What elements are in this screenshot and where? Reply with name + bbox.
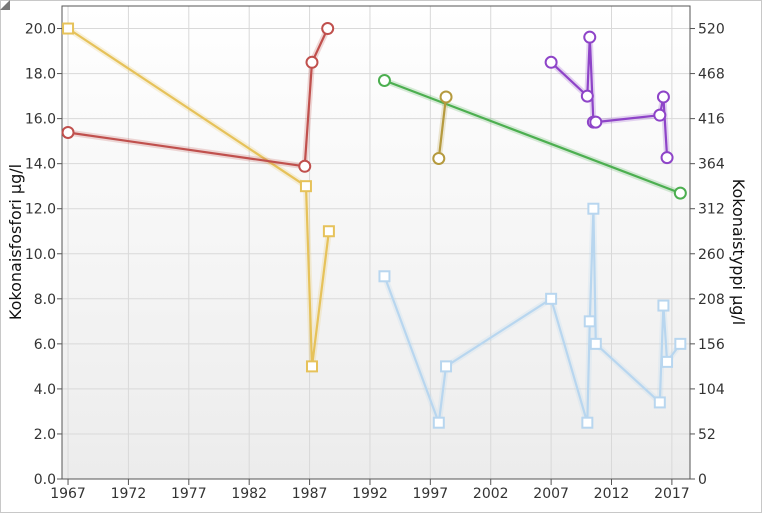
- x-tick-label: 1992: [352, 486, 388, 502]
- y-right-tick-label: 312: [698, 202, 725, 218]
- series-5: [432, 90, 453, 165]
- y-left-tick-label: 12.0: [25, 202, 56, 218]
- y-axis-right-title: Kokonaistyppi µg/l: [729, 179, 748, 325]
- data-point: [305, 360, 318, 373]
- data-point: [321, 22, 335, 36]
- plot-border: [61, 5, 691, 480]
- x-tick-label: 2017: [654, 486, 690, 502]
- resize-grip-icon[interactable]: [0, 0, 10, 10]
- y-right-tick-label: 104: [698, 382, 725, 398]
- y-left-tick-label: 2.0: [34, 427, 56, 443]
- y-left-tick-label: 18.0: [25, 67, 56, 83]
- series: [61, 22, 687, 429]
- data-point: [589, 337, 602, 350]
- data-point: [545, 292, 558, 305]
- x-tick-label: 2002: [473, 486, 509, 502]
- y-right-tick-label: 0: [698, 472, 707, 488]
- data-point: [62, 22, 75, 35]
- data-point: [298, 159, 312, 173]
- data-point: [439, 90, 453, 104]
- series-line: [67, 28, 329, 168]
- plot-area: [62, 6, 690, 479]
- grid: [62, 6, 690, 480]
- series-line: [67, 27, 330, 368]
- x-tick-label: 2012: [594, 486, 630, 502]
- data-point: [61, 125, 75, 139]
- data-point: [432, 416, 445, 429]
- data-point: [587, 202, 600, 215]
- x-tick-label: 1972: [111, 486, 147, 502]
- data-point: [299, 180, 312, 193]
- y-left-tick-label: 16.0: [25, 112, 56, 128]
- y-left-tick-label: 10.0: [25, 247, 56, 263]
- x-tick-label: 1997: [413, 486, 449, 502]
- y-left-tick-label: 4.0: [34, 382, 56, 398]
- data-point: [544, 55, 558, 69]
- y-left-tick-label: 0.0: [34, 472, 56, 488]
- y-right-tick-label: 364: [698, 157, 725, 173]
- x-tick-label: 1967: [50, 486, 86, 502]
- data-point: [305, 55, 319, 69]
- axes: [57, 5, 695, 485]
- y-left-tick-label: 20.0: [25, 22, 56, 38]
- data-point: [378, 270, 391, 283]
- y-right-tick-label: 208: [698, 292, 725, 308]
- y-left-tick-label: 14.0: [25, 157, 56, 173]
- y-right-tick-label: 156: [698, 337, 725, 353]
- data-point: [583, 315, 596, 328]
- y-right-tick-label: 468: [698, 67, 725, 83]
- data-point: [674, 337, 687, 350]
- x-tick-label: 1987: [292, 486, 328, 502]
- y-left-tick-label: 8.0: [34, 292, 56, 308]
- data-point: [660, 151, 674, 165]
- series-line: [383, 207, 682, 424]
- series-line: [384, 79, 681, 195]
- series-line: [437, 96, 448, 159]
- data-point: [440, 360, 453, 373]
- x-tick-label: 1977: [171, 486, 207, 502]
- series-3: [378, 202, 687, 429]
- data-point: [377, 74, 391, 88]
- data-point: [673, 186, 687, 200]
- data-point: [432, 151, 446, 165]
- x-tick-label: 1982: [231, 486, 267, 502]
- series-6: [544, 30, 674, 165]
- data-point: [589, 115, 603, 129]
- y-right-tick-label: 52: [698, 427, 716, 443]
- data-point: [580, 89, 594, 103]
- y-right-tick-label: 260: [698, 247, 725, 263]
- data-point: [653, 396, 666, 409]
- series-1: [62, 22, 335, 373]
- data-point: [581, 416, 594, 429]
- y-axis-left-title: Kokonaisfosfori µg/l: [6, 164, 25, 320]
- y-right-tick-label: 416: [698, 112, 725, 128]
- series-4: [377, 74, 687, 200]
- data-point: [322, 225, 335, 238]
- x-tick-label: 2007: [533, 486, 569, 502]
- series-2: [61, 22, 335, 173]
- tick-labels: 0.0 0 2.0 52 4.0 104 6.0 156 8.0 208 10.0 260 12.0 31…: [25, 22, 725, 502]
- data-point: [657, 299, 670, 312]
- y-right-tick-label: 520: [698, 22, 725, 38]
- data-point: [656, 90, 670, 104]
- data-point: [661, 355, 674, 368]
- data-point: [583, 30, 597, 44]
- y-left-tick-label: 6.0: [34, 337, 56, 353]
- data-point: [653, 108, 667, 122]
